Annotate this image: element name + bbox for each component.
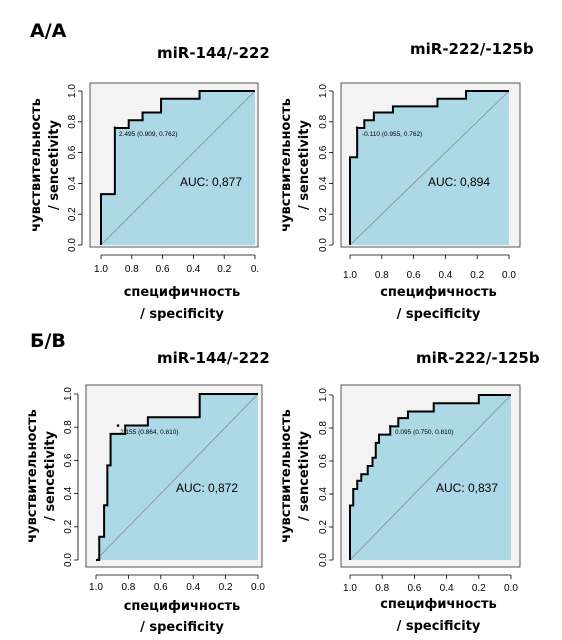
x-axis-subtitle: / specificity [397, 307, 481, 322]
x-tick-label: 0.4 [186, 582, 200, 593]
cutoff-point [355, 126, 359, 129]
chart-title: miR-144/-222 [157, 349, 270, 367]
x-tick-label: 0. [251, 264, 259, 275]
y-tick-label: 0.8 [63, 420, 74, 434]
y-tick-label: 0.2 [67, 207, 78, 221]
y-tick-label: 0.8 [318, 114, 329, 128]
y-tick-label: 0.4 [67, 176, 78, 190]
y-tick-label: 0.6 [67, 145, 78, 159]
x-tick-label: 1.0 [343, 270, 357, 281]
x-tick-label: 0.4 [186, 264, 200, 275]
roc-curve [96, 393, 258, 561]
reference-diagonal [100, 90, 256, 246]
y-tick-label: 1.0 [67, 84, 78, 98]
y-axis-subtitle: / sencetivity [43, 431, 58, 521]
x-tick-label: 0.6 [407, 583, 421, 594]
y-tick-label: 0.4 [318, 487, 329, 501]
x-tick-label: 0.6 [154, 582, 168, 593]
y-tick-label: 0.0 [63, 553, 74, 567]
plot-frame [340, 384, 521, 568]
y-tick-label: 1.0 [318, 388, 329, 402]
y-tick-label: 0.6 [318, 145, 329, 159]
y-axis-subtitle: / sencetivity [47, 120, 62, 210]
cutoff-point [113, 126, 117, 129]
x-tick-label: 0.0 [502, 270, 516, 281]
y-tick-label: 0.8 [67, 114, 78, 128]
y-tick-label: 0.6 [318, 454, 329, 468]
x-tick-label: 1.0 [94, 264, 108, 275]
y-axis-title: чувствительность [25, 409, 40, 543]
y-axis-subtitle: / sencetivity [297, 431, 312, 521]
plot-frame [85, 384, 263, 568]
y-tick-label: 1.0 [63, 387, 74, 401]
section-label-b: Б/В [30, 330, 66, 352]
chart-title: miR-144/-222 [157, 44, 270, 62]
section-label-a: А/А [30, 20, 67, 42]
y-axis-title: чувствительность [279, 409, 294, 543]
x-axis-subtitle: / specificity [140, 307, 224, 322]
x-tick-label: 0.6 [156, 264, 170, 275]
x-tick-label: 0.2 [219, 582, 233, 593]
x-tick-label: 0.2 [217, 264, 231, 275]
auc-label: AUC: 0,837 [436, 481, 498, 495]
x-tick-label: 0.4 [438, 270, 452, 281]
reference-diagonal [349, 90, 510, 246]
roc-curve [100, 90, 255, 245]
plot-frame [340, 82, 521, 248]
x-axis-title: специфичность [124, 599, 241, 614]
x-tick-label: 0.0 [504, 583, 518, 594]
cutoff-label: 0.095 (0.750, 0.810) [395, 429, 454, 436]
x-tick-label: 0.8 [121, 582, 135, 593]
y-tick-label: 0.2 [63, 519, 74, 533]
x-axis-title: специфичность [124, 285, 241, 300]
cutoff-label: 2.495 (0.909, 0.762) [119, 131, 178, 138]
y-tick-label: 0.0 [67, 238, 78, 252]
y-tick-label: 0.4 [318, 176, 329, 190]
cutoff-point [116, 424, 120, 427]
roc-curve [349, 394, 511, 560]
cutoff-label: -0.110 (0.955, 0.762) [362, 131, 422, 138]
plot-frame [89, 82, 259, 248]
y-axis-subtitle: / sencetivity [297, 120, 312, 210]
cutoff-label: 2.155 (0.864, 0.810) [120, 429, 179, 436]
x-tick-label: 0.8 [125, 264, 139, 275]
y-tick-label: 1.0 [318, 84, 329, 98]
x-tick-label: 1.0 [89, 582, 103, 593]
x-tick-label: 0.6 [407, 270, 421, 281]
y-tick-label: 0.4 [63, 486, 74, 500]
roc-curve [349, 90, 509, 245]
x-tick-label: 0.8 [375, 270, 389, 281]
auc-label: AUC: 0,872 [176, 481, 238, 495]
y-tick-label: 0.2 [318, 207, 329, 221]
reference-diagonal [95, 393, 259, 561]
x-tick-label: 0.2 [470, 270, 484, 281]
auc-label: AUC: 0,877 [180, 175, 242, 189]
y-tick-label: 0.2 [318, 520, 329, 534]
cutoff-point [388, 425, 392, 428]
x-tick-label: 0.0 [251, 582, 265, 593]
y-tick-label: 0.6 [63, 453, 74, 467]
x-tick-label: 0.4 [440, 583, 454, 594]
auc-label: AUC: 0,894 [428, 175, 490, 189]
x-tick-label: 0.8 [375, 583, 389, 594]
y-tick-label: 0.0 [318, 553, 329, 567]
chart-title: miR-222/-125b [416, 349, 540, 367]
y-axis-title: чувствительность [279, 98, 294, 232]
x-tick-label: 1.0 [343, 583, 357, 594]
y-tick-label: 0.8 [318, 421, 329, 435]
x-axis-subtitle: / specificity [140, 620, 224, 635]
x-axis-subtitle: / specificity [397, 619, 481, 634]
x-axis-title: специфичность [380, 285, 497, 300]
y-axis-title: чувствительность [29, 98, 44, 232]
x-axis-title: специфичность [380, 597, 497, 612]
y-tick-label: 0.0 [318, 238, 329, 252]
chart-title: miR-222/-125b [410, 40, 534, 58]
reference-diagonal [349, 394, 512, 561]
x-tick-label: 0.2 [472, 583, 486, 594]
